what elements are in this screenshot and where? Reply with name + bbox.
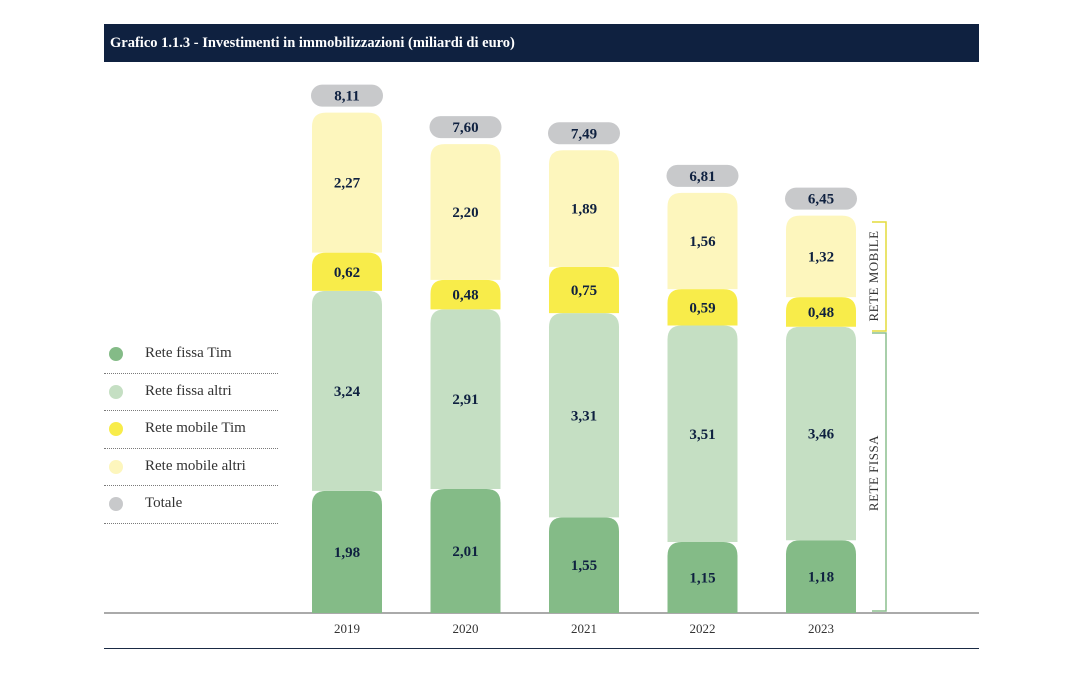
bracket-group: RETE MOBILE RETE FISSA	[866, 221, 887, 612]
bar-segment-rete-mobile-tim-2019	[312, 252, 382, 291]
data-label-rete-mobile-altri-2021: 1,89	[571, 202, 597, 218]
bar-segment-rete-mobile-tim-2021	[549, 266, 619, 314]
bar-segment-rete-fissa-tim-2019	[312, 490, 382, 613]
chart-header: Grafico 1.1.3 - Investimenti in immobili…	[104, 24, 979, 62]
legend-item-rete-fissa-tim: Rete fissa Tim	[104, 336, 278, 374]
bar-segment-rete-fissa-tim-2021	[549, 517, 619, 613]
x-tick-label-2020: 2020	[453, 621, 479, 636]
data-label-rete-fissa-altri-2022: 3,51	[689, 427, 715, 443]
total-label-2021: 7,49	[571, 126, 597, 142]
bar-segment-rete-fissa-altri-2021	[549, 313, 619, 518]
bottom-rule	[104, 648, 979, 649]
bar-segment-rete-mobile-tim-2022	[667, 289, 738, 326]
bars-group: 1,98 3,24 0,62 2,27 8,11 2019 2,01 2,91 0,48 2,20…	[311, 84, 857, 636]
legend-label-totale: Totale	[145, 495, 183, 511]
total-label-2023: 6,45	[808, 192, 834, 208]
data-label-rete-fissa-altri-2021: 3,31	[571, 408, 597, 424]
data-label-rete-mobile-tim-2020: 0,48	[452, 288, 478, 304]
data-label-rete-fissa-tim-2021: 1,55	[571, 558, 597, 574]
total-badge-2020	[429, 116, 502, 139]
data-label-rete-fissa-altri-2019: 3,24	[334, 384, 361, 400]
total-badge-2019	[311, 84, 383, 107]
total-label-2022: 6,81	[689, 169, 715, 185]
data-label-rete-mobile-tim-2023: 0,48	[808, 305, 834, 321]
legend-label-rete-fissa-altri: Rete fissa altri	[145, 382, 232, 399]
bar-segment-rete-mobile-altri-2021	[549, 150, 619, 267]
legend: Rete fissa Tim Rete fissa altri Rete mob…	[104, 336, 278, 524]
total-badge-2021	[548, 122, 620, 145]
legend-swatch-rete-mobile-tim	[109, 422, 123, 436]
bracket-rete-mobile	[872, 221, 887, 332]
bar-segment-rete-fissa-altri-2022	[667, 325, 738, 543]
bar-segment-rete-fissa-altri-2019	[312, 290, 382, 491]
data-label-rete-fissa-tim-2019: 1,98	[334, 545, 360, 561]
bracket-rete-fissa	[872, 332, 887, 612]
x-tick-label-2021: 2021	[571, 621, 597, 636]
data-label-rete-mobile-altri-2019: 2,27	[334, 176, 361, 192]
bar-segment-rete-mobile-altri-2022	[667, 192, 738, 290]
data-label-rete-mobile-altri-2020: 2,20	[452, 205, 478, 221]
bar-segment-rete-fissa-tim-2020	[430, 488, 501, 613]
total-label-2020: 7,60	[452, 120, 478, 136]
legend-label-rete-fissa-tim: Rete fissa Tim	[145, 345, 232, 361]
data-label-rete-mobile-tim-2019: 0,62	[334, 265, 360, 281]
legend-label-rete-mobile-altri: Rete mobile altri	[145, 457, 246, 474]
bar-segment-rete-mobile-altri-2023	[786, 215, 856, 298]
legend-swatch-rete-fissa-tim	[109, 347, 123, 361]
x-tick-label-2019: 2019	[334, 621, 360, 636]
chart-title: Grafico 1.1.3 - Investimenti in immobili…	[110, 35, 515, 51]
bar-segment-rete-fissa-tim-2023	[786, 540, 856, 613]
total-badge-2023	[785, 187, 857, 210]
bar-segment-rete-mobile-tim-2023	[786, 297, 856, 327]
data-label-rete-fissa-altri-2020: 2,91	[452, 392, 478, 408]
total-badge-2022	[666, 164, 739, 187]
x-tick-label-2022: 2022	[690, 621, 716, 636]
data-label-rete-mobile-tim-2021: 0,75	[571, 283, 597, 299]
bar-segment-rete-fissa-altri-2023	[786, 326, 856, 541]
total-label-2019: 8,11	[334, 89, 359, 105]
data-label-rete-mobile-tim-2022: 0,59	[689, 300, 715, 316]
bar-segment-rete-mobile-altri-2019	[312, 112, 382, 253]
bar-segment-rete-fissa-altri-2020	[430, 309, 501, 489]
bar-segment-rete-mobile-tim-2020	[430, 279, 501, 310]
bar-segment-rete-mobile-altri-2020	[430, 144, 501, 280]
data-label-rete-mobile-altri-2022: 1,56	[689, 234, 716, 250]
data-label-rete-mobile-altri-2023: 1,32	[808, 249, 834, 265]
legend-swatch-totale	[109, 497, 123, 511]
legend-item-rete-fissa-altri: Rete fissa altri	[104, 374, 278, 411]
bracket-label-rete-fissa: RETE FISSA	[866, 435, 881, 511]
legend-label-rete-mobile-tim: Rete mobile Tim	[145, 420, 246, 436]
data-label-rete-fissa-tim-2023: 1,18	[808, 570, 834, 586]
bracket-label-rete-mobile: RETE MOBILE	[866, 230, 881, 321]
data-label-rete-fissa-tim-2020: 2,01	[452, 544, 478, 560]
legend-swatch-rete-mobile-altri	[109, 459, 123, 474]
data-label-rete-fissa-tim-2022: 1,15	[689, 571, 715, 587]
x-tick-label-2023: 2023	[808, 621, 834, 636]
legend-swatch-rete-fissa-altri	[109, 384, 123, 399]
legend-item-totale: Totale	[104, 486, 278, 524]
bar-segment-rete-fissa-tim-2022	[667, 542, 738, 613]
legend-item-rete-mobile-altri: Rete mobile altri	[104, 449, 278, 486]
legend-item-rete-mobile-tim: Rete mobile Tim	[104, 411, 278, 449]
data-label-rete-fissa-altri-2023: 3,46	[808, 426, 835, 442]
